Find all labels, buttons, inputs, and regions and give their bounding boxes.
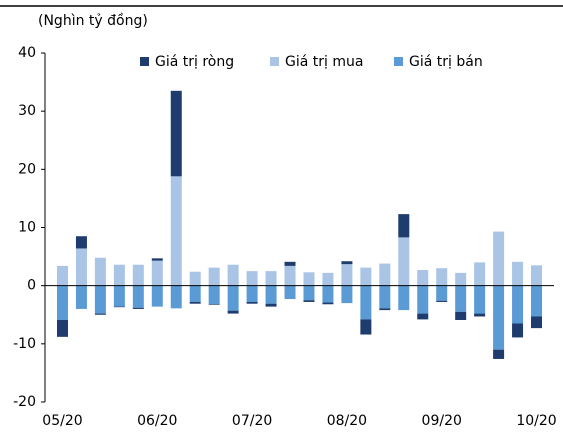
bar-segment xyxy=(531,285,543,317)
bar-segment xyxy=(493,285,505,350)
bar-segment xyxy=(132,307,144,309)
bar-segment xyxy=(189,301,201,304)
bar-segment xyxy=(170,285,182,309)
bar-segment xyxy=(493,349,505,359)
bar-segment xyxy=(284,261,296,266)
bar-segment xyxy=(474,285,486,314)
bar-segment xyxy=(151,258,163,261)
bar-segment xyxy=(341,264,353,286)
bar-segment xyxy=(208,285,220,305)
x-tick-label: 06/20 xyxy=(137,413,177,429)
x-tick-label: 08/20 xyxy=(327,413,367,429)
bar-segment xyxy=(246,271,258,286)
bar-segment xyxy=(94,313,106,315)
bar-segment xyxy=(341,261,353,265)
bar-segment xyxy=(56,285,68,320)
bar-segment xyxy=(436,268,448,286)
bar-segment xyxy=(265,285,277,304)
legend-swatch xyxy=(140,57,149,66)
bar-segment xyxy=(75,248,87,286)
bar-segment xyxy=(208,267,220,286)
bar-segment xyxy=(94,285,106,314)
bar-segment xyxy=(265,271,277,286)
legend-swatch xyxy=(394,57,403,66)
x-tick-label: 09/20 xyxy=(422,413,462,429)
bar-segment xyxy=(246,285,258,302)
bar-segment xyxy=(303,300,315,302)
bar-segment xyxy=(189,271,201,286)
bar-segment xyxy=(227,285,239,311)
bar-segment xyxy=(113,306,125,308)
bar-segment xyxy=(360,267,372,286)
bar-segment xyxy=(360,319,372,335)
y-tick-label: -10 xyxy=(13,336,36,352)
bar-segment xyxy=(303,272,315,286)
x-tick-label: 05/20 xyxy=(42,413,82,429)
y-tick-label: -20 xyxy=(13,394,36,410)
bar-segment xyxy=(379,263,391,286)
bar-segment xyxy=(531,265,543,286)
bar-segment xyxy=(113,264,125,286)
y-tick-label: 40 xyxy=(18,45,36,61)
bar-segment xyxy=(531,316,543,329)
bar-segment xyxy=(322,285,334,303)
bar-segment xyxy=(417,269,429,286)
bar-segment xyxy=(303,285,315,301)
legend-swatch xyxy=(270,57,279,66)
bar-segment xyxy=(379,308,391,311)
bar-segment xyxy=(417,285,429,314)
bar-segment xyxy=(265,303,277,307)
bar-segment xyxy=(113,285,125,307)
bar-segment xyxy=(436,300,448,302)
bar-segment xyxy=(455,272,467,286)
y-tick-label: 0 xyxy=(27,278,36,294)
bar-segment xyxy=(398,285,410,311)
bar-segment xyxy=(341,285,353,304)
y-tick-label: 20 xyxy=(18,161,36,177)
bar-segment xyxy=(417,313,429,320)
bar-segment xyxy=(189,285,201,302)
bar-segment xyxy=(151,260,163,286)
bar-segment xyxy=(94,257,106,286)
bar-segment xyxy=(284,285,296,300)
bar-segment xyxy=(284,265,296,286)
y-axis-label: (Nghìn tỷ đồng) xyxy=(38,12,148,29)
bar-segment xyxy=(398,237,410,286)
bar-segment xyxy=(474,313,486,317)
bar-segment xyxy=(436,285,448,301)
bar-segment xyxy=(512,261,524,286)
bar-segment xyxy=(75,285,87,309)
bar-segment xyxy=(512,323,524,338)
bar-segment xyxy=(75,236,87,249)
bar-segment xyxy=(208,304,220,305)
legend-label: Giá trị bán xyxy=(409,54,483,70)
bar-segment xyxy=(322,302,334,305)
bar-segment xyxy=(132,285,144,308)
x-tick-label: 10/20 xyxy=(516,413,556,429)
bar-segment xyxy=(56,319,68,337)
bar-segment xyxy=(512,285,524,324)
bar-segment xyxy=(227,264,239,286)
bar-segment xyxy=(379,285,391,309)
y-tick-label: 30 xyxy=(18,103,36,119)
bar-segment xyxy=(493,231,505,286)
bar-segment xyxy=(474,262,486,286)
bar-segment xyxy=(170,176,182,286)
bar-segment xyxy=(360,285,372,320)
bar-segment xyxy=(398,214,410,238)
bar-segment xyxy=(56,265,68,286)
bar-segment xyxy=(151,285,163,307)
bar-segment xyxy=(246,301,258,304)
y-tick-label: 10 xyxy=(18,220,36,236)
bar-segment xyxy=(227,310,239,314)
bar-segment xyxy=(132,264,144,286)
bar-segment xyxy=(322,272,334,286)
legend-label: Giá trị ròng xyxy=(155,54,234,70)
x-tick-label: 07/20 xyxy=(232,413,272,429)
bar-segment xyxy=(170,90,182,177)
bar-segment xyxy=(455,285,467,312)
legend-label: Giá trị mua xyxy=(285,54,363,70)
bar-segment xyxy=(455,311,467,320)
